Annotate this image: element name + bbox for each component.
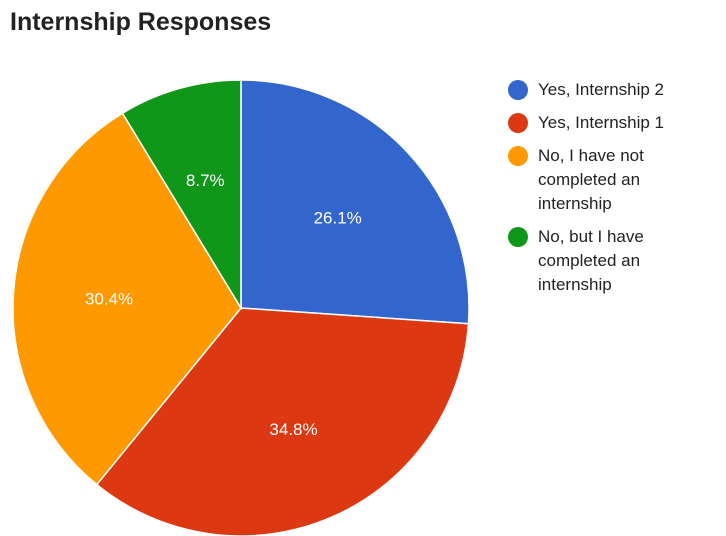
slice-label-yes-internship-1: 34.8%	[269, 420, 317, 439]
legend-label: No, I have not	[538, 146, 644, 165]
legend-swatch-icon	[508, 227, 528, 247]
pie-slice-yes-internship-1[interactable]	[95, 307, 470, 536]
pie-slice-no-i-have-not-completed-an-internship[interactable]	[12, 112, 242, 486]
legend: Yes, Internship 2 Yes, Internship 1 No, I …	[508, 78, 726, 306]
pie-slice-yes-internship-2[interactable]	[240, 79, 470, 325]
slice-label-yes-internship-2: 26.1%	[314, 208, 362, 227]
pie-slice-labels: 26.1% 34.8% 30.4% 8.7%	[85, 171, 362, 439]
legend-label: internship	[538, 194, 612, 213]
legend-label: completed an	[538, 170, 641, 189]
legend-swatch-icon	[508, 146, 528, 166]
legend-item[interactable]: Yes, Internship 2	[508, 78, 726, 102]
legend-label: completed an	[538, 251, 641, 270]
legend-swatch-icon	[508, 113, 528, 133]
pie-slices	[12, 79, 470, 536]
legend-item[interactable]: No, I have not completed an internship	[508, 144, 726, 216]
pie-slice-no-but-i-have-completed-an-internship[interactable]	[121, 79, 242, 311]
chart-title: Internship Responses	[10, 8, 272, 36]
legend-swatch-icon	[508, 80, 528, 100]
slice-label-no-but-i-have-completed-an-internship: 8.7%	[186, 171, 225, 190]
legend-label: No, but I have	[538, 227, 644, 246]
slice-label-no-i-have-not-completed-an-internship: 30.4%	[85, 289, 133, 308]
legend-label: internship	[538, 275, 612, 294]
legend-label: Yes, Internship 2	[538, 80, 665, 99]
legend-label: Yes, Internship 1	[538, 113, 665, 132]
legend-item[interactable]: Yes, Internship 1	[508, 111, 726, 135]
legend-item[interactable]: No, but I have completed an internship	[508, 225, 726, 297]
pie-chart: 26.1% 34.8% 30.4% 8.7%	[12, 79, 470, 536]
